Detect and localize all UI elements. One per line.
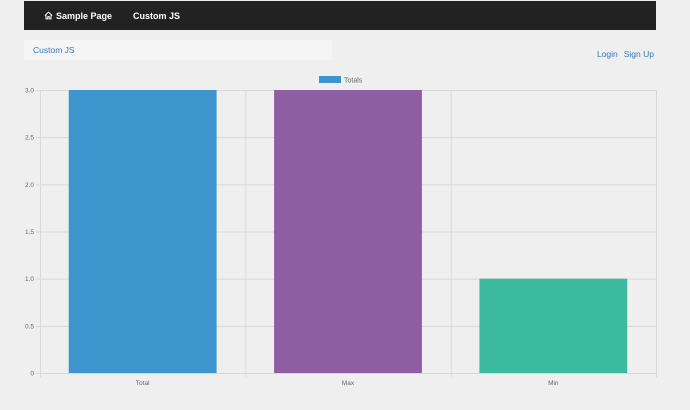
auth-links: Login Sign Up xyxy=(597,49,654,59)
x-axis-labels: Total Max Min xyxy=(136,380,559,387)
signup-link[interactable]: Sign Up xyxy=(623,49,654,59)
chart-legend: Totals xyxy=(319,76,363,85)
y-tick-label: 0 xyxy=(30,371,34,378)
legend-label: Totals xyxy=(344,78,363,85)
nav-custom-js-label: Custom JS xyxy=(133,10,181,21)
bar-chart: 3.0 2.5 2.0 1.5 1.0 0.5 0 Total Max Min Totals xyxy=(25,76,657,387)
x-tick-label: Total xyxy=(136,380,150,387)
bar xyxy=(479,278,628,373)
x-tick-label: Min xyxy=(548,380,559,387)
breadcrumb-custom-js[interactable]: Custom JS xyxy=(33,45,75,55)
y-axis-labels: 3.0 2.5 2.0 1.5 1.0 0.5 0 xyxy=(25,88,34,378)
bar xyxy=(274,90,422,373)
y-tick-label: 0.5 xyxy=(25,323,34,330)
legend-swatch xyxy=(319,76,341,83)
chart-bars xyxy=(68,90,628,373)
y-tick-label: 3.0 xyxy=(25,88,34,95)
nav-brand-link[interactable]: Sample Page xyxy=(44,11,112,21)
home-icon xyxy=(44,11,53,20)
bar xyxy=(68,90,217,373)
breadcrumb: Custom JS xyxy=(24,40,332,60)
nav-custom-js-link[interactable]: Custom JS xyxy=(133,11,180,21)
y-tick-label: 1.5 xyxy=(25,229,34,236)
y-tick-label: 1.0 xyxy=(25,276,34,283)
x-tick-label: Max xyxy=(342,380,355,387)
y-tick-label: 2.5 xyxy=(25,135,34,142)
y-tick-label: 2.0 xyxy=(25,182,34,189)
login-link[interactable]: Login xyxy=(596,49,618,59)
nav-brand-label: Sample Page xyxy=(56,10,113,21)
top-navbar: Sample Page Custom JS xyxy=(24,1,656,30)
